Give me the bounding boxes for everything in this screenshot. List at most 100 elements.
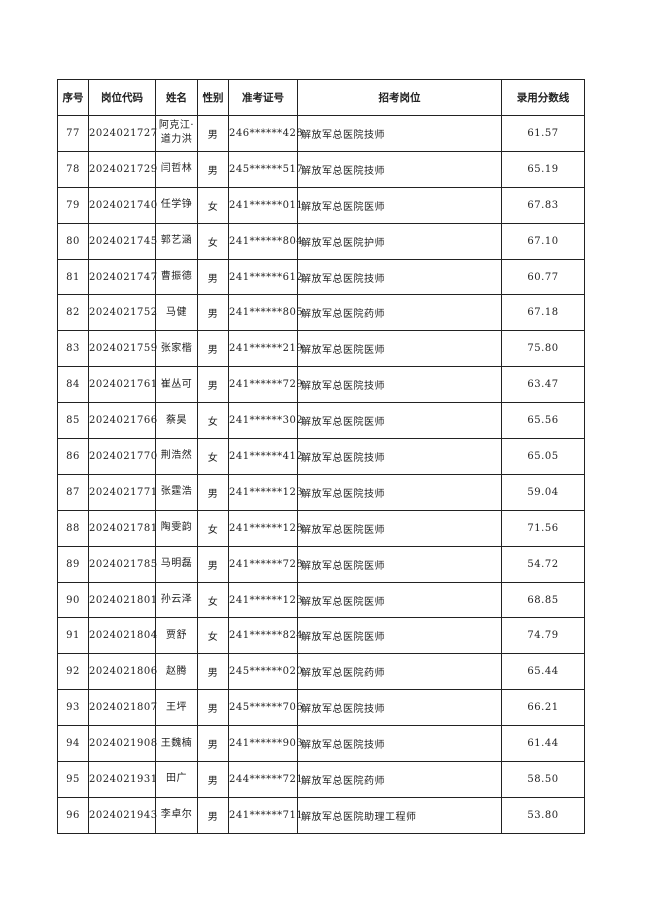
exam-id-cell: 246******428 (228, 115, 303, 152)
name-cell: 马健 (155, 294, 198, 332)
score-cell: 54.72 (501, 545, 585, 583)
exam-id-cell: 241******302 (228, 402, 303, 440)
score-cell: 66.21 (501, 689, 585, 727)
gender-cell: 女 (197, 222, 229, 260)
seq-cell: 79 (57, 186, 89, 224)
table-row: 77 2024021727 阿克江·道力洪男 246******428 解放军总医院技师… (57, 115, 585, 152)
score-cell: 67.18 (501, 294, 585, 332)
exam-id-cell: 241******728 (228, 545, 303, 583)
exam-id-cell: 245******020 (228, 653, 303, 691)
post-code-cell: 2024021770 (88, 438, 157, 475)
post-code-cell: 2024021759 (88, 330, 157, 368)
seq-cell: 84 (57, 366, 89, 404)
gender-cell: 女 (197, 617, 229, 655)
seq-cell: 78 (57, 150, 89, 188)
post-code-cell: 2024021785 (88, 545, 157, 583)
header-seq: 序号 (57, 79, 89, 116)
seq-cell: 96 (57, 796, 89, 834)
post-code-cell: 2024021801 (88, 581, 157, 619)
name-cell: 田广 (155, 761, 198, 798)
table-row: 89 2024021785 马明磊男 241******728 解放军总医院医师 54.7… (57, 545, 585, 583)
position-cell: 解放军总医院技师 (297, 689, 502, 727)
seq-cell: 77 (57, 115, 89, 152)
table-row: 93 2024021807 王坪男 245******706 解放军总医院技师 66.21 (57, 689, 585, 727)
table-row: 78 2024021729 闫哲林男 245******517 解放军总医院技师 65.1… (57, 150, 585, 188)
gender-cell: 男 (197, 796, 229, 834)
name-cell: 贾舒 (155, 617, 198, 655)
name-cell: 闫哲林 (155, 150, 198, 188)
seq-cell: 83 (57, 330, 89, 368)
name-cell: 张霆浩 (155, 473, 198, 511)
table-row: 83 2024021759 张家楷男 241******219 解放军总医院医师 75.8… (57, 330, 585, 368)
exam-id-cell: 241******123 (228, 473, 303, 511)
exam-id-cell: 241******729 (228, 366, 303, 404)
seq-cell: 89 (57, 545, 89, 583)
table-row: 90 2024021801 孙云泽女 241******123 解放军总医院医师 68.8… (57, 581, 585, 619)
name-cell: 郭艺涵 (155, 222, 198, 260)
post-code-cell: 2024021766 (88, 402, 157, 440)
position-cell: 解放军总医院药师 (297, 653, 502, 691)
table-row: 86 2024021770 荆浩然女 241******412 解放军总医院技师 65.0… (57, 438, 585, 475)
gender-cell: 男 (197, 725, 229, 763)
table-row: 82 2024021752 马健男 241******805 解放军总医院药师 67.18 (57, 294, 585, 332)
gender-cell: 男 (197, 545, 229, 583)
position-cell: 解放军总医院技师 (297, 258, 502, 296)
post-code-cell: 2024021943 (88, 796, 157, 834)
post-code-cell: 2024021761 (88, 366, 157, 404)
seq-cell: 82 (57, 294, 89, 332)
score-cell: 67.83 (501, 186, 585, 224)
table-row: 87 2024021771 张霆浩男 241******123 解放军总医院技师 59.0… (57, 473, 585, 511)
post-code-cell: 2024021771 (88, 473, 157, 511)
position-cell: 解放军总医院医师 (297, 545, 502, 583)
name-cell: 王坪 (155, 689, 198, 727)
exam-id-cell: 244******721 (228, 761, 303, 798)
post-code-cell: 2024021804 (88, 617, 157, 655)
exam-id-cell: 241******805 (228, 294, 303, 332)
gender-cell: 男 (197, 761, 229, 798)
post-code-cell: 2024021727 (88, 115, 157, 152)
name-cell: 阿克江·道力洪 (155, 115, 198, 152)
position-cell: 解放军总医院技师 (297, 438, 502, 475)
post-code-cell: 2024021729 (88, 150, 157, 188)
exam-id-cell: 241******711 (228, 796, 303, 834)
exam-id-cell: 241******011 (228, 186, 303, 224)
exam-id-cell: 241******412 (228, 438, 303, 475)
score-cell: 67.10 (501, 222, 585, 260)
position-cell: 解放军总医院技师 (297, 473, 502, 511)
position-cell: 解放军总医院技师 (297, 725, 502, 763)
header-row: 序号 岗位代码 姓名 性别 准考证号 招考岗位 录用分数线 (57, 79, 585, 116)
name-cell: 蔡昊 (155, 402, 198, 440)
score-cell: 65.19 (501, 150, 585, 188)
table-row: 80 2024021745 郭艺涵女 241******804 解放军总医院护师 67.1… (57, 222, 585, 260)
score-cell: 65.44 (501, 653, 585, 691)
score-cell: 61.57 (501, 115, 585, 152)
position-cell: 解放军总医院护师 (297, 222, 502, 260)
header-score: 录用分数线 (501, 79, 585, 116)
name-cell: 王魏楠 (155, 725, 198, 763)
score-cell: 63.47 (501, 366, 585, 404)
gender-cell: 女 (197, 581, 229, 619)
seq-cell: 88 (57, 509, 89, 547)
position-cell: 解放军总医院助理工程师 (297, 796, 502, 834)
name-cell: 李卓尔 (155, 796, 198, 834)
table-body: 77 2024021727 阿克江·道力洪男 246******428 解放军总医院技师… (57, 115, 585, 834)
name-cell: 曹振德 (155, 258, 198, 296)
score-cell: 71.56 (501, 509, 585, 547)
post-code-cell: 2024021745 (88, 222, 157, 260)
exam-id-cell: 245******706 (228, 689, 303, 727)
position-cell: 解放军总医院医师 (297, 330, 502, 368)
gender-cell: 女 (197, 438, 229, 475)
post-code-cell: 2024021931 (88, 761, 157, 798)
score-cell: 65.05 (501, 438, 585, 475)
name-cell: 赵腾 (155, 653, 198, 691)
gender-cell: 男 (197, 258, 229, 296)
exam-id-cell: 241******128 (228, 509, 303, 547)
post-code-cell: 2024021740 (88, 186, 157, 224)
table-row: 79 2024021740 任学铮女 241******011 解放军总医院医师 67.8… (57, 186, 585, 224)
exam-id-cell: 241******903 (228, 725, 303, 763)
table-row: 92 2024021806 赵腾男 245******020 解放军总医院药师 65.44 (57, 653, 585, 691)
name-cell: 陶雯韵 (155, 509, 198, 547)
exam-id-cell: 241******219 (228, 330, 303, 368)
post-code-cell: 2024021781 (88, 509, 157, 547)
gender-cell: 男 (197, 689, 229, 727)
